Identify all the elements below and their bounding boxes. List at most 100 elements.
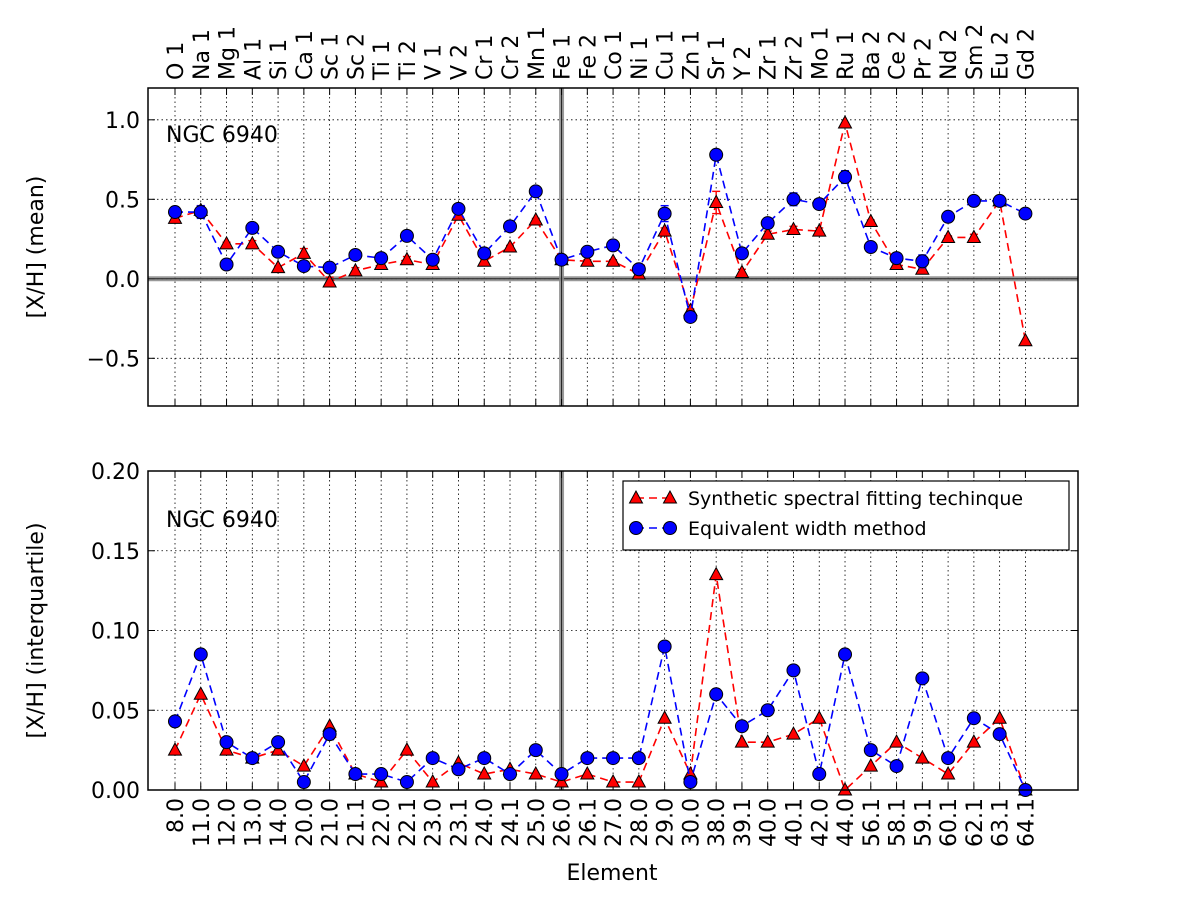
data-point (1018, 332, 1033, 347)
x-tick-label: 23.1 (447, 798, 472, 847)
data-point (863, 240, 878, 254)
x-tick-label: 23.0 (422, 798, 447, 847)
x-tick-label: 40.0 (757, 798, 782, 847)
data-point (811, 223, 827, 237)
element-label: Gd 2 (1014, 28, 1039, 80)
data-point (425, 252, 440, 267)
data-point (657, 223, 672, 237)
element-label: Ru 1 (834, 31, 859, 80)
x-tick-label: 26.1 (576, 798, 601, 847)
data-point (966, 193, 981, 208)
series-synthetic (167, 566, 1033, 796)
data-point (889, 251, 904, 266)
axes-frame (147, 87, 1079, 407)
data-point (812, 197, 827, 212)
axes-frame (147, 470, 1079, 791)
data-point (786, 663, 801, 678)
data-point (580, 244, 595, 259)
data-point (579, 253, 595, 267)
x-tick-label: 8.0 (164, 798, 189, 833)
element-label: Sm 2 (963, 24, 988, 80)
data-point (606, 751, 621, 766)
legend-marker (663, 521, 677, 535)
data-point (374, 251, 389, 266)
legend-label: Synthetic spectral fitting techinque (688, 488, 1023, 510)
data-point (786, 221, 801, 236)
data-point (296, 259, 311, 274)
data-point (915, 671, 930, 686)
panel-annotation: NGC 6940 (166, 508, 278, 533)
data-point (914, 750, 930, 764)
data-point (271, 244, 286, 259)
data-point (992, 710, 1007, 724)
data-point (786, 726, 801, 740)
data-point (940, 766, 956, 780)
data-point (683, 309, 698, 324)
x-tick-label: 22.0 (370, 798, 395, 847)
x-tick-label: 25.0 (525, 798, 550, 847)
y-tick-label: 0.0 (105, 268, 140, 293)
x-tick-label: 21.1 (344, 798, 369, 847)
element-label: Ti 1 (370, 40, 395, 81)
data-point (296, 758, 312, 772)
x-tick-label: 29.0 (654, 798, 679, 847)
data-point (812, 767, 827, 782)
x-tick-label: 60.1 (937, 798, 962, 847)
data-point (683, 775, 698, 790)
data-point (399, 775, 414, 790)
series-synthetic (167, 114, 1033, 347)
data-point (244, 235, 260, 250)
data-point (528, 184, 543, 199)
element-label: Nd 2 (937, 29, 962, 80)
element-label: Mn 1 (525, 26, 550, 80)
x-tick-label: 38.0 (705, 798, 730, 847)
data-point (605, 253, 621, 267)
x-tick-label: 24.1 (499, 798, 524, 847)
x-tick-label: 20.0 (293, 798, 318, 847)
data-point (631, 751, 646, 766)
x-tick-label: 24.0 (473, 798, 498, 847)
x-tick-label: 21.0 (319, 798, 344, 847)
data-point (168, 205, 182, 220)
data-point (709, 687, 724, 702)
data-point (838, 170, 853, 185)
data-point (734, 246, 749, 261)
legend: Synthetic spectral fitting techinque Equi… (622, 480, 1070, 551)
x-tick-label: 14.0 (267, 798, 292, 847)
y-axis-label: [X/H] (mean) (24, 176, 49, 319)
series-line (174, 574, 1027, 792)
element-label: Ba 2 (860, 30, 885, 80)
element-label: Cr 2 (499, 35, 524, 80)
data-point (528, 211, 544, 226)
data-point (837, 114, 853, 129)
data-point (708, 566, 724, 581)
element-label: Pr 2 (911, 37, 936, 80)
data-point (245, 220, 260, 235)
data-point (425, 773, 441, 788)
data-point (528, 766, 544, 780)
element-label: Sr 1 (705, 36, 730, 80)
x-tick-label: 62.1 (963, 798, 988, 847)
data-point (554, 252, 569, 267)
x-tick-label: 11.0 (190, 798, 215, 847)
x-axis-label: Element (566, 861, 657, 886)
data-point (605, 773, 621, 788)
element-label: Ti 2 (396, 40, 421, 81)
data-point (992, 193, 1007, 208)
data-point (270, 259, 286, 274)
data-point (528, 743, 543, 758)
data-point (837, 781, 853, 796)
data-point (966, 711, 981, 726)
data-point (245, 751, 260, 766)
legend-marker (662, 489, 678, 504)
element-label: Eu 2 (989, 31, 1014, 80)
data-point (502, 238, 518, 253)
series-equivalent-width (168, 147, 1033, 324)
element-label: Y 2 (731, 46, 756, 81)
data-point (657, 639, 672, 654)
x-tick-label: 22.1 (396, 798, 421, 847)
data-point (296, 245, 312, 259)
data-point (811, 710, 827, 724)
